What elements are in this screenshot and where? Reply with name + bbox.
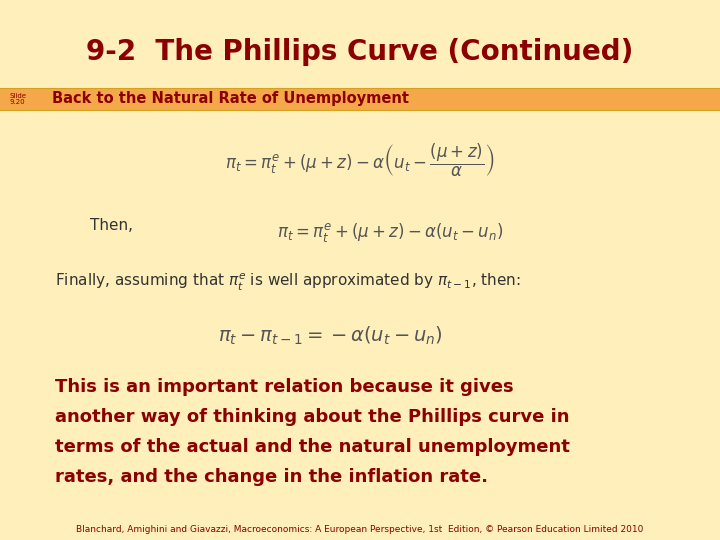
- Text: Then,: Then,: [90, 218, 133, 233]
- Text: another way of thinking about the Phillips curve in: another way of thinking about the Philli…: [55, 408, 570, 426]
- Text: 9-2  The Phillips Curve (Continued): 9-2 The Phillips Curve (Continued): [86, 38, 634, 66]
- Bar: [0, 88, 720, 110]
- Text: $\pi_t - \pi_{t-1} = -\alpha(u_t - u_n)$: $\pi_t - \pi_{t-1} = -\alpha(u_t - u_n)$: [217, 325, 442, 347]
- Text: rates, and the change in the inflation rate.: rates, and the change in the inflation r…: [55, 468, 488, 486]
- Text: Back to the Natural Rate of Unemployment: Back to the Natural Rate of Unemployment: [52, 91, 409, 106]
- Text: $\pi_t = \pi^e_t + (\mu + z) - \alpha(u_t - u_n)$: $\pi_t = \pi^e_t + (\mu + z) - \alpha(u_…: [276, 220, 503, 244]
- Text: terms of the actual and the natural unemployment: terms of the actual and the natural unem…: [55, 438, 570, 456]
- Text: Blanchard, Amighini and Giavazzi, Macroeconomics: A European Perspective, 1st  E: Blanchard, Amighini and Giavazzi, Macroe…: [76, 525, 644, 535]
- Text: $\pi_t = \pi^e_t + (\mu + z) - \alpha\left(u_t - \dfrac{(\mu + z)}{\alpha}\right: $\pi_t = \pi^e_t + (\mu + z) - \alpha\le…: [225, 141, 495, 179]
- Text: This is an important relation because it gives: This is an important relation because it…: [55, 378, 513, 396]
- Text: Slide
9.20: Slide 9.20: [10, 92, 27, 105]
- Text: Finally, assuming that $\pi^e_t$ is well approximated by $\pi_{t-1}$, then:: Finally, assuming that $\pi^e_t$ is well…: [55, 272, 521, 293]
